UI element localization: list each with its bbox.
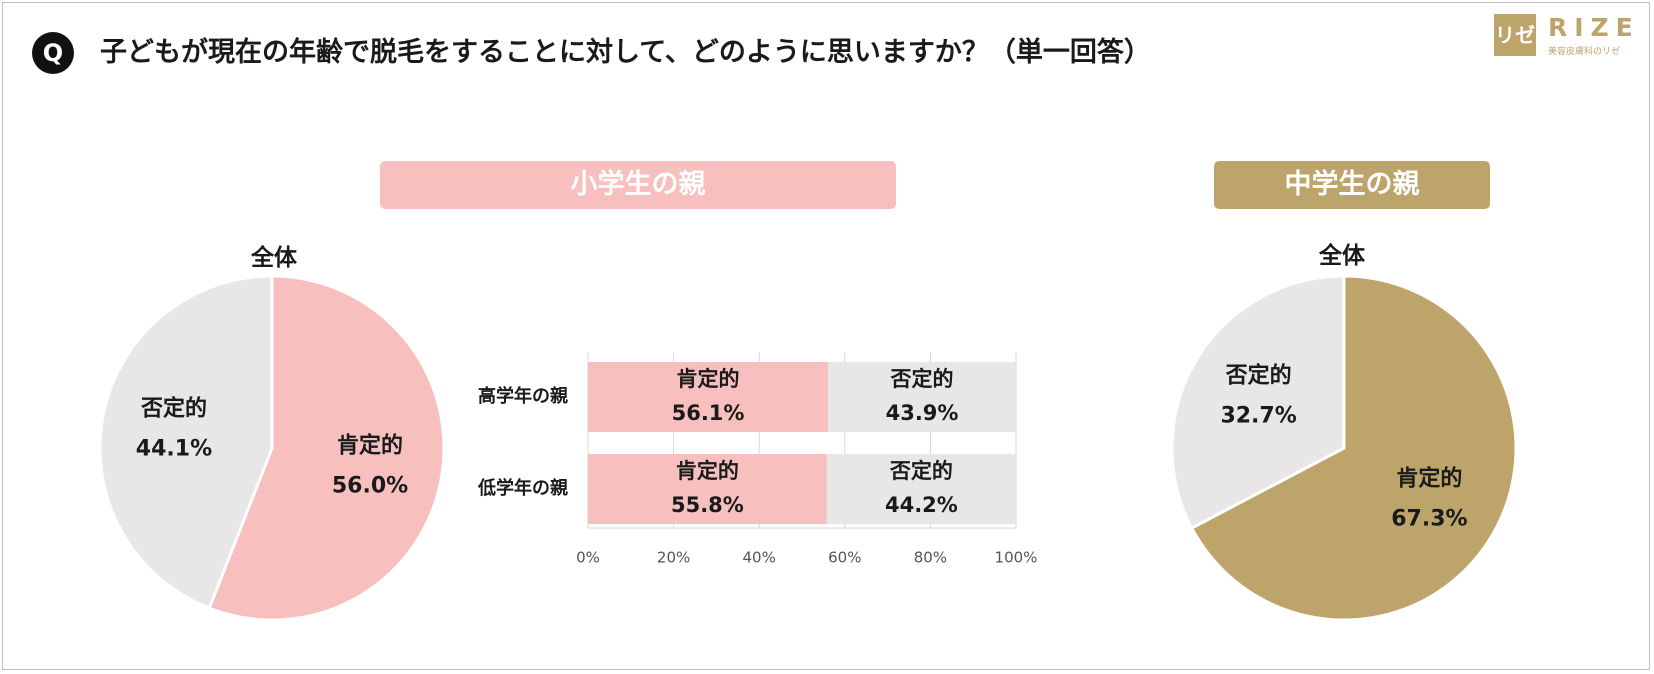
pie-label-junior-high-1: 否定的 bbox=[1225, 362, 1292, 388]
bar-segment-name-0-1: 否定的 bbox=[891, 367, 954, 391]
pie-slice-junior-high-1 bbox=[1170, 274, 1346, 531]
brand-logo: リゼ RIZE 美容皮膚科のリゼ bbox=[1494, 14, 1642, 60]
pie-label-elementary-1: 否定的 bbox=[140, 395, 207, 421]
bar-segment-name-1-1: 否定的 bbox=[890, 459, 953, 483]
pie-title-elementary: 全体 bbox=[251, 245, 297, 271]
bar-tick-label-3: 60% bbox=[828, 549, 861, 567]
bar-segment-name-1-0: 肯定的 bbox=[676, 459, 739, 483]
bar-tick-label-5: 100% bbox=[995, 549, 1038, 567]
logo-tagline: 美容皮膚科のリゼ bbox=[1548, 47, 1621, 57]
bar-segment-0-1 bbox=[828, 362, 1016, 432]
pie-label-elementary-0: 肯定的 bbox=[337, 433, 403, 459]
pie-value-elementary-1: 44.1% bbox=[136, 436, 212, 461]
bar-category-label-1: 低学年の親 bbox=[477, 477, 568, 499]
question-title: 子どもが現在の年齢で脱毛をすることに対して、どのように思いますか？（単一回答） bbox=[100, 37, 1151, 68]
bar-tick-label-1: 20% bbox=[657, 549, 690, 567]
pie-value-elementary-0: 56.0% bbox=[332, 474, 408, 499]
pie-slice-junior-high-0 bbox=[1189, 274, 1518, 622]
logo-mark: リゼ bbox=[1494, 14, 1536, 56]
question-badge: Q bbox=[32, 32, 74, 74]
bar-segment-value-1-1: 44.2% bbox=[885, 493, 958, 517]
bar-tick-label-0: 0% bbox=[576, 549, 600, 567]
section-label-elementary: 小学生の親 bbox=[380, 161, 896, 209]
bar-segment-0-0 bbox=[588, 362, 829, 432]
bar-segment-value-1-0: 55.8% bbox=[671, 493, 744, 517]
bar-segment-1-0 bbox=[588, 454, 827, 524]
bar-tick-label-4: 80% bbox=[914, 549, 947, 567]
bar-segment-1-1 bbox=[826, 454, 1016, 524]
pie-value-junior-high-0: 67.3% bbox=[1391, 507, 1467, 532]
pie-value-junior-high-1: 32.7% bbox=[1220, 403, 1296, 428]
pie-title-junior-high: 全体 bbox=[1319, 243, 1365, 269]
bar-segment-value-0-1: 43.9% bbox=[886, 401, 959, 425]
pie-label-junior-high-0: 肯定的 bbox=[1396, 466, 1462, 492]
pie-slice-elementary-0 bbox=[207, 274, 446, 622]
logo-name: RIZE bbox=[1548, 13, 1640, 42]
bar-tick-label-2: 40% bbox=[743, 549, 776, 567]
bar-segment-value-0-0: 56.1% bbox=[672, 401, 745, 425]
section-label-junior-high: 中学生の親 bbox=[1214, 161, 1490, 209]
bar-category-label-0: 高学年の親 bbox=[478, 385, 568, 407]
bar-segment-name-0-0: 肯定的 bbox=[677, 367, 740, 391]
pie-slice-elementary-1 bbox=[98, 274, 274, 611]
